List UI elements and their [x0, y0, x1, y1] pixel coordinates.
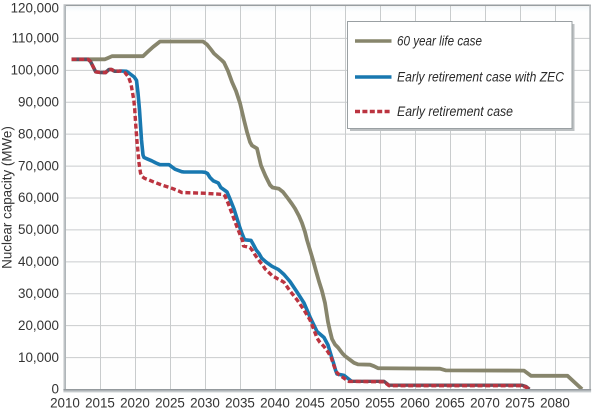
svg-text:Early retirement case with ZEC: Early retirement case with ZEC [397, 70, 564, 85]
svg-text:60,000: 60,000 [18, 190, 59, 205]
svg-text:110,000: 110,000 [12, 31, 59, 46]
svg-text:20,000: 20,000 [18, 318, 59, 333]
svg-text:30,000: 30,000 [18, 286, 59, 301]
svg-text:0: 0 [52, 382, 59, 397]
svg-text:60 year life case: 60 year life case [397, 34, 482, 49]
svg-text:2050: 2050 [330, 396, 360, 411]
svg-text:10,000: 10,000 [18, 350, 59, 365]
svg-text:2030: 2030 [190, 396, 220, 411]
svg-text:2020: 2020 [120, 396, 150, 411]
svg-text:2010: 2010 [50, 396, 80, 411]
svg-text:40,000: 40,000 [18, 254, 59, 269]
svg-text:50,000: 50,000 [18, 222, 59, 237]
svg-text:2045: 2045 [295, 396, 325, 411]
svg-text:2080: 2080 [540, 396, 570, 411]
svg-text:2065: 2065 [435, 396, 465, 411]
svg-text:100,000: 100,000 [11, 63, 59, 78]
svg-text:2015: 2015 [85, 396, 115, 411]
svg-text:2070: 2070 [470, 396, 500, 411]
svg-text:2075: 2075 [505, 396, 535, 411]
svg-text:80,000: 80,000 [18, 126, 59, 141]
svg-text:Nuclear capacity (MWe): Nuclear capacity (MWe) [0, 126, 15, 269]
svg-text:2060: 2060 [400, 396, 430, 411]
svg-text:2025: 2025 [155, 396, 185, 411]
svg-text:2055: 2055 [365, 396, 395, 411]
svg-text:90,000: 90,000 [18, 94, 59, 109]
svg-text:70,000: 70,000 [18, 158, 59, 173]
svg-text:Early retirement case: Early retirement case [397, 104, 513, 119]
svg-text:2035: 2035 [225, 396, 255, 411]
svg-text:120,000: 120,000 [11, 0, 59, 15]
svg-text:2040: 2040 [260, 396, 290, 411]
